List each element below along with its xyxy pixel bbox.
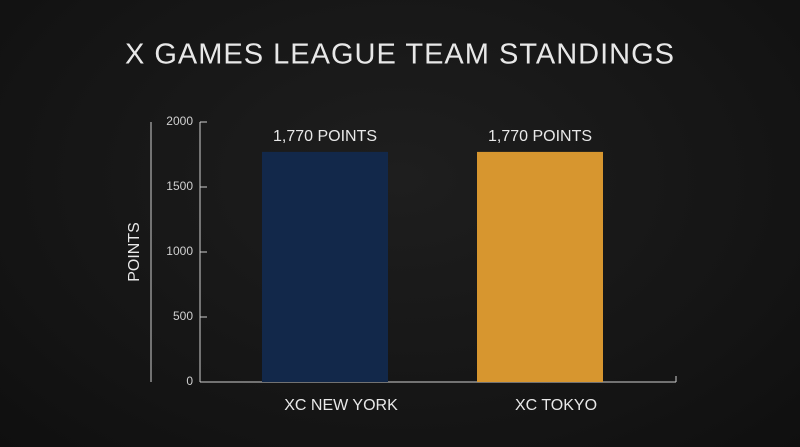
y-tick-label: 2000: [166, 114, 193, 128]
chart-title: X GAMES LEAGUE TEAM STANDINGS: [125, 39, 675, 71]
bar: [262, 151, 388, 382]
value-label: 1,770 POINTS: [488, 128, 592, 145]
y-tick-label: 1000: [166, 244, 193, 258]
y-tick-label: 1500: [166, 179, 193, 193]
x-tick-label: XC TOKYO: [515, 397, 597, 414]
x-tick-label: XC NEW YORK: [284, 397, 398, 414]
y-axis-label: POINTS: [126, 222, 143, 282]
value-label: 1,770 POINTS: [273, 128, 377, 145]
y-tick-label: 500: [173, 309, 193, 323]
bar: [477, 151, 603, 382]
y-tick-label: 0: [186, 374, 193, 388]
